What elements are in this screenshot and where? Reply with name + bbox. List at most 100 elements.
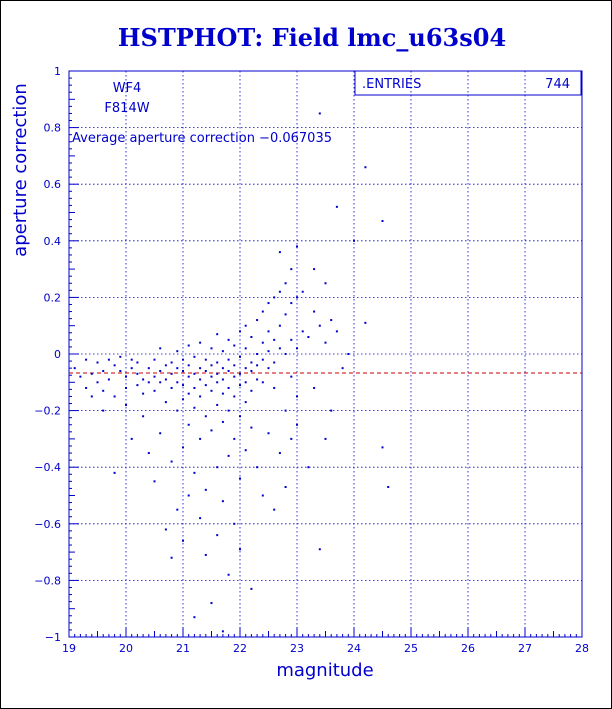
data-point <box>284 486 287 489</box>
data-point <box>216 403 219 406</box>
data-point <box>216 534 219 537</box>
x-tick-label: 25 <box>404 642 418 655</box>
data-point <box>221 420 224 423</box>
data-point <box>176 409 179 412</box>
data-point <box>204 358 207 361</box>
data-point <box>142 378 145 381</box>
data-point <box>221 500 224 503</box>
data-point <box>233 375 236 378</box>
data-point <box>204 488 207 491</box>
data-point <box>239 415 241 418</box>
data-point <box>216 466 219 469</box>
data-point <box>244 347 247 350</box>
data-point <box>221 378 224 381</box>
data-point <box>335 205 338 208</box>
data-point <box>347 353 350 355</box>
x-tick-label: 23 <box>290 642 304 655</box>
data-point <box>301 330 304 333</box>
data-point <box>273 508 276 511</box>
data-point <box>182 539 184 542</box>
data-point <box>239 548 241 551</box>
chip-label: WF4 <box>113 81 142 96</box>
data-point <box>176 508 179 511</box>
stats-box: .ENTRIES 744 <box>354 70 582 96</box>
data-point <box>227 573 230 576</box>
data-point <box>261 341 264 344</box>
data-point <box>330 409 333 412</box>
data-point <box>341 367 344 370</box>
y-tick-label: −0.6 <box>34 518 61 531</box>
data-point <box>170 386 173 389</box>
data-point <box>193 372 196 375</box>
y-tick-label: 0.2 <box>44 291 62 304</box>
data-point <box>164 528 167 531</box>
data-point <box>187 375 190 378</box>
x-tick-label: 22 <box>233 642 247 655</box>
data-point <box>335 330 338 333</box>
data-point <box>125 375 127 378</box>
data-point <box>296 296 298 299</box>
y-tick-label: 0.4 <box>44 235 62 248</box>
data-point <box>364 166 367 169</box>
data-point <box>176 367 179 370</box>
data-point <box>125 386 127 389</box>
data-point <box>90 395 93 398</box>
data-point <box>267 302 270 305</box>
data-point <box>113 395 116 398</box>
data-point <box>278 347 281 350</box>
data-point <box>73 367 76 370</box>
data-point <box>210 602 213 605</box>
x-tick-label: 20 <box>119 642 133 655</box>
data-point <box>267 367 270 370</box>
data-point <box>250 426 253 429</box>
data-point <box>216 333 219 336</box>
data-point <box>278 290 281 293</box>
data-point <box>102 369 105 372</box>
y-tick-label: −0.2 <box>34 405 61 418</box>
data-point <box>227 338 230 341</box>
data-point <box>96 381 99 384</box>
data-point <box>284 282 287 285</box>
data-point <box>278 324 281 327</box>
data-point <box>102 409 105 412</box>
data-point <box>193 406 196 409</box>
data-point <box>159 347 162 350</box>
data-point <box>244 324 247 327</box>
y-tick-label: −0.8 <box>34 574 61 587</box>
x-tick-label: 19 <box>62 642 76 655</box>
data-point <box>125 403 127 406</box>
data-point <box>267 432 270 435</box>
x-tick-label: 28 <box>575 642 589 655</box>
data-point <box>239 477 241 480</box>
data-point <box>153 480 156 483</box>
data-point <box>193 471 196 474</box>
stats-value: 744 <box>545 77 570 92</box>
data-point <box>313 386 316 389</box>
data-point <box>187 364 190 367</box>
data-point <box>278 251 281 254</box>
data-point <box>90 372 93 375</box>
data-point <box>233 437 236 440</box>
data-point <box>273 338 276 341</box>
data-point <box>164 401 167 404</box>
data-point <box>239 355 241 358</box>
y-tick-label: 1 <box>54 65 61 78</box>
data-point <box>290 437 293 440</box>
data-point <box>182 358 184 361</box>
data-point <box>187 344 190 347</box>
data-point <box>164 364 167 367</box>
data-point <box>256 466 259 469</box>
data-point <box>239 372 241 375</box>
data-point <box>221 367 224 370</box>
y-tick-label: 0 <box>54 348 61 361</box>
data-point <box>267 350 270 353</box>
data-point <box>244 381 247 384</box>
data-point <box>176 381 179 384</box>
data-point <box>142 392 145 395</box>
data-point <box>261 358 264 361</box>
data-point <box>153 389 156 392</box>
data-point <box>301 290 304 293</box>
data-point <box>290 302 293 305</box>
data-point <box>204 384 207 387</box>
data-point <box>250 361 253 364</box>
